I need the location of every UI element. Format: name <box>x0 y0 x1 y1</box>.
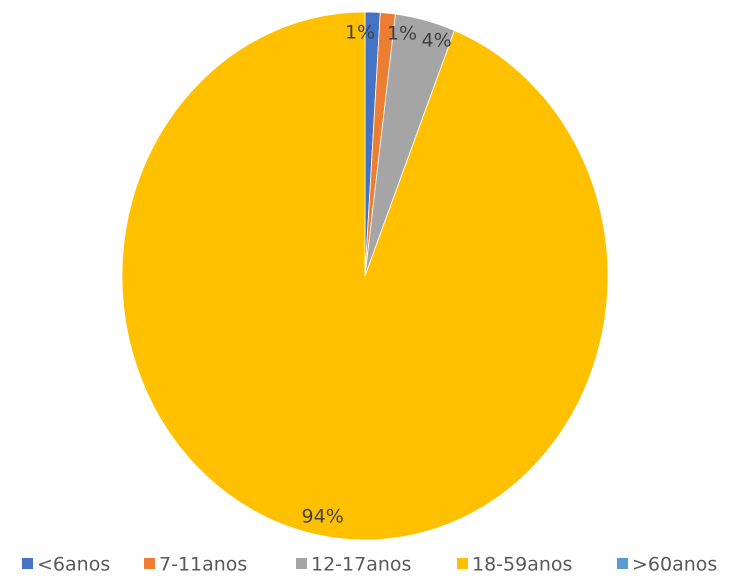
legend-label: 7-11anos <box>159 554 247 576</box>
data-label: 94% <box>302 506 344 528</box>
legend-swatch <box>144 558 155 569</box>
legend-swatch <box>296 558 307 569</box>
legend-label: <6anos <box>37 554 110 576</box>
legend-swatch <box>22 558 33 569</box>
pie-slice <box>121 11 609 541</box>
data-label: 1% <box>387 23 417 45</box>
data-label: 4% <box>422 29 452 51</box>
legend-swatch <box>617 558 628 569</box>
data-label: 1% <box>345 22 375 44</box>
legend-label: 18-59anos <box>472 554 572 576</box>
legend-label: 12-17anos <box>311 554 411 576</box>
legend-swatch <box>457 558 468 569</box>
legend-label: >60anos <box>632 554 717 576</box>
